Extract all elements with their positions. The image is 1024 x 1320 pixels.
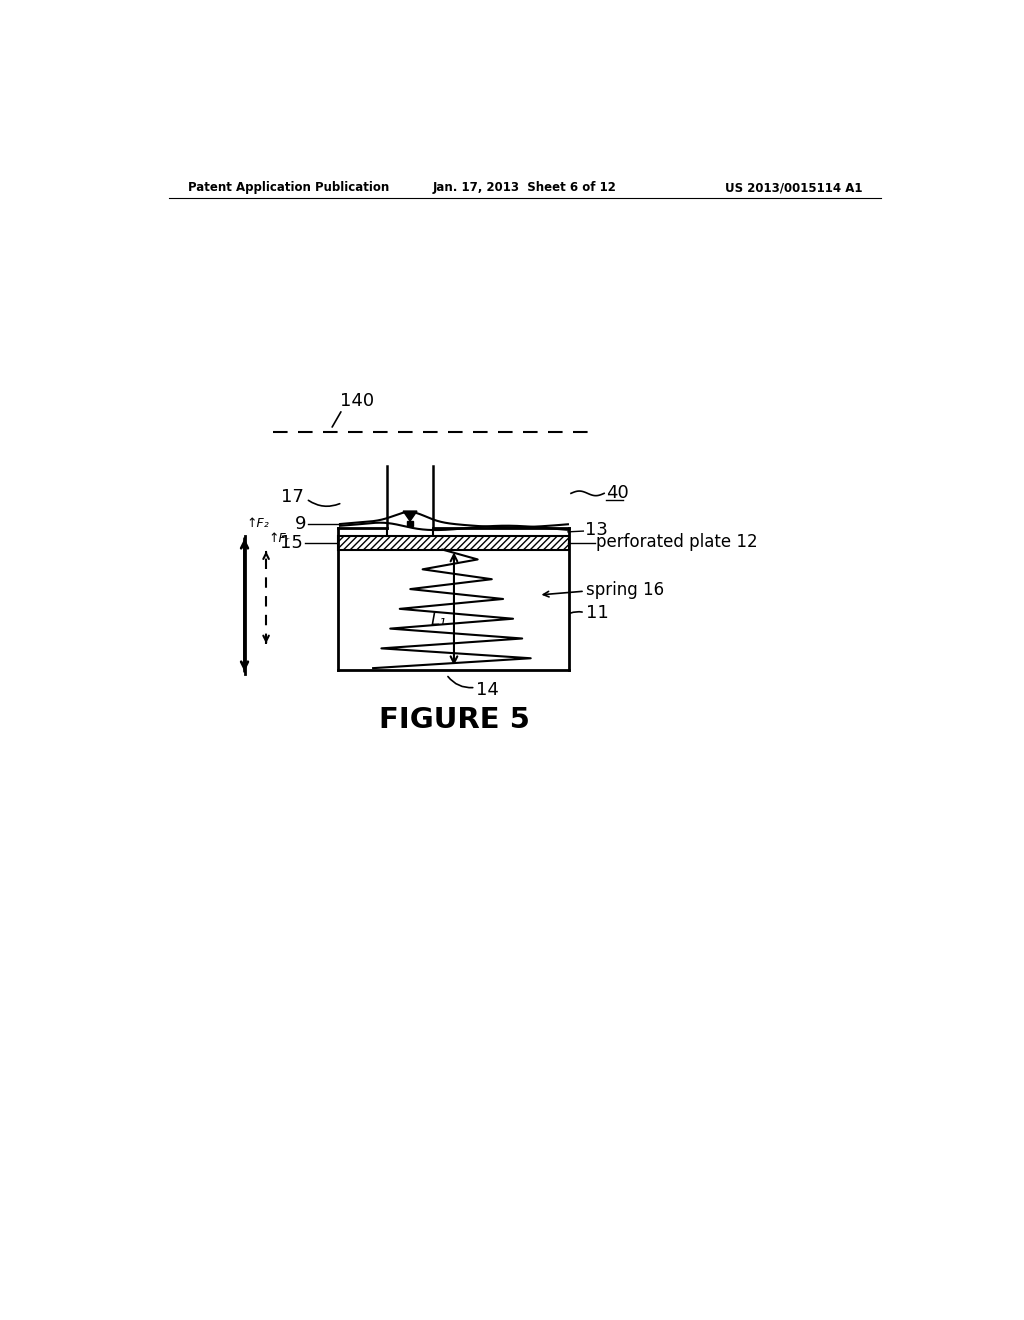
- Text: 13: 13: [585, 520, 607, 539]
- Text: 40: 40: [605, 484, 629, 503]
- Text: 140: 140: [340, 392, 374, 411]
- Bar: [339, 536, 569, 549]
- Text: FIGURE 5: FIGURE 5: [379, 706, 529, 734]
- Text: Patent Application Publication: Patent Application Publication: [188, 181, 389, 194]
- Text: US 2013/0015114 A1: US 2013/0015114 A1: [725, 181, 862, 194]
- Bar: [408, 521, 413, 527]
- Text: 11: 11: [587, 603, 609, 622]
- Text: Jan. 17, 2013  Sheet 6 of 12: Jan. 17, 2013 Sheet 6 of 12: [433, 181, 616, 194]
- Text: 14: 14: [475, 681, 499, 698]
- Text: perforated plate 12: perforated plate 12: [596, 533, 758, 550]
- Text: spring 16: spring 16: [587, 581, 665, 598]
- Text: 15: 15: [281, 535, 303, 552]
- Text: ↑F₂: ↑F₂: [247, 516, 269, 529]
- Text: 17: 17: [281, 488, 304, 506]
- Text: ↑Fᵣ: ↑Fᵣ: [268, 532, 290, 545]
- Text: L₁: L₁: [431, 611, 446, 630]
- Polygon shape: [403, 511, 417, 521]
- Text: 9: 9: [295, 515, 306, 533]
